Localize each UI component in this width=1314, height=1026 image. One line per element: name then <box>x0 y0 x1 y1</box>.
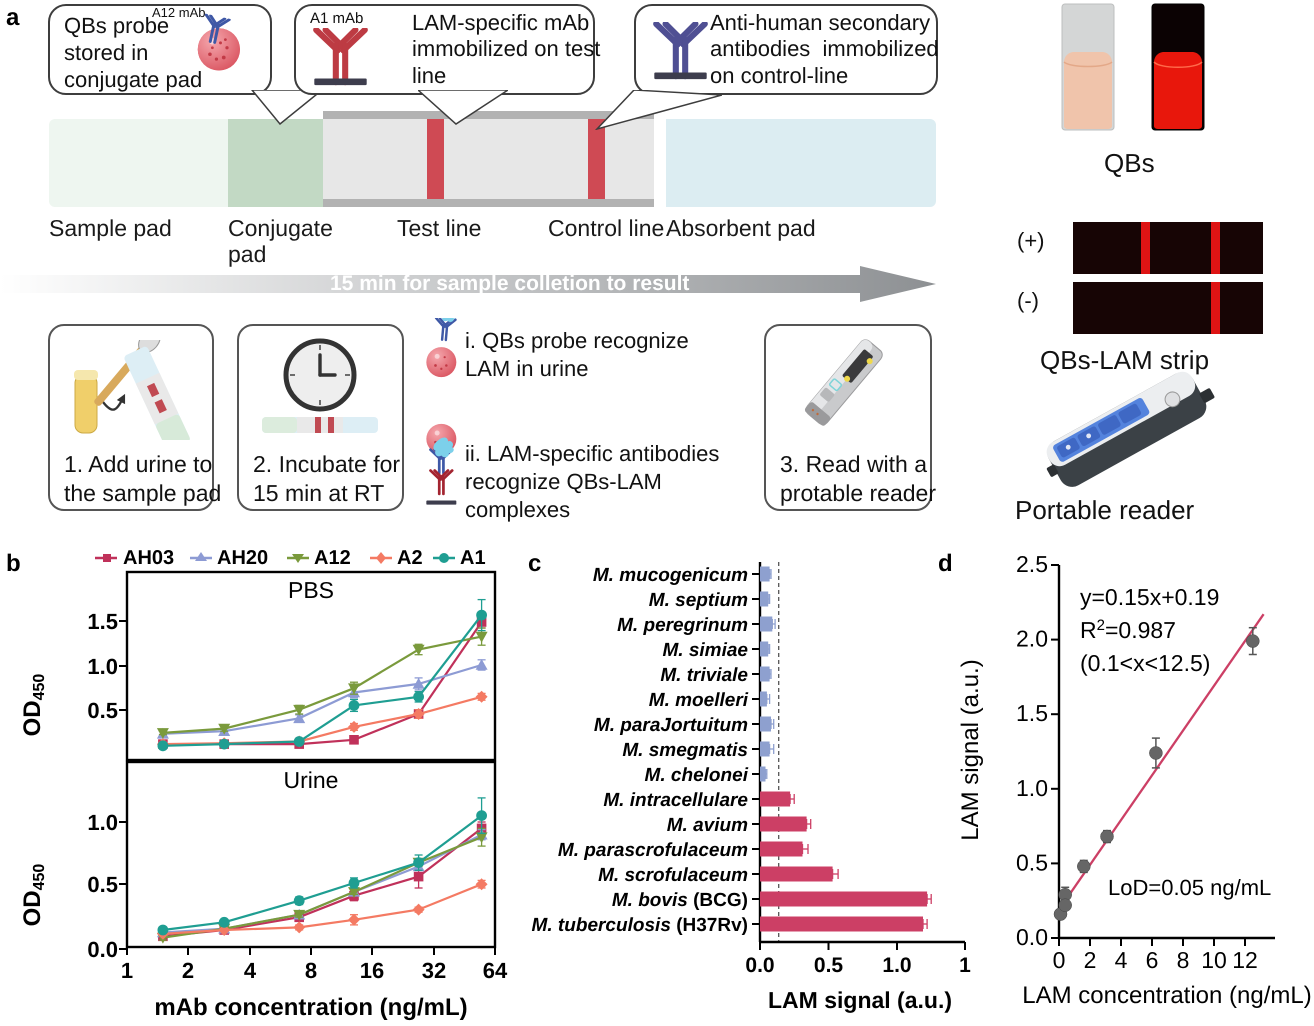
svg-text:10: 10 <box>1201 947 1227 973</box>
svg-text:PBS: PBS <box>288 577 334 603</box>
svg-text:2.0: 2.0 <box>1016 626 1048 652</box>
svg-text:M. avium: M. avium <box>667 815 748 836</box>
svg-text:M. mucogenicum: M. mucogenicum <box>593 565 748 586</box>
svg-text:32: 32 <box>422 958 446 983</box>
svg-text:LAM signal (a.u.): LAM signal (a.u.) <box>768 987 952 1013</box>
svg-text:8: 8 <box>1177 947 1190 973</box>
svg-text:0.5: 0.5 <box>87 872 118 897</box>
svg-text:1.0: 1.0 <box>87 654 118 679</box>
svg-text:M. smegmatis: M. smegmatis <box>622 740 748 761</box>
svg-text:6: 6 <box>1146 947 1159 973</box>
svg-text:0.0: 0.0 <box>1016 924 1048 950</box>
svg-text:8: 8 <box>305 958 317 983</box>
svg-text:(0.1<x<12.5): (0.1<x<12.5) <box>1080 650 1210 676</box>
svg-text:0: 0 <box>1053 947 1066 973</box>
svg-text:16: 16 <box>360 958 384 983</box>
svg-text:OD450: OD450 <box>19 864 48 927</box>
svg-text:M. paraJortuitum: M. paraJortuitum <box>594 715 748 736</box>
svg-text:12: 12 <box>1232 947 1258 973</box>
svg-text:0.0: 0.0 <box>87 937 118 962</box>
svg-text:mAb concentration (ng/mL): mAb concentration (ng/mL) <box>154 994 467 1021</box>
svg-text:0.5: 0.5 <box>87 698 118 723</box>
svg-text:2: 2 <box>1084 947 1097 973</box>
svg-text:Urine: Urine <box>284 767 339 793</box>
svg-text:LAM signal (a.u.): LAM signal (a.u.) <box>957 659 984 840</box>
svg-text:4: 4 <box>1115 947 1128 973</box>
svg-text:1.0: 1.0 <box>1016 775 1048 801</box>
svg-text:M. moelleri: M. moelleri <box>649 690 749 711</box>
svg-text:M. bovis (BCG): M. bovis (BCG) <box>612 890 748 911</box>
svg-text:1.5: 1.5 <box>87 609 118 634</box>
svg-text:M. septium: M. septium <box>649 590 748 611</box>
svg-text:1.5: 1.5 <box>1016 700 1048 726</box>
svg-text:M. chelonei: M. chelonei <box>645 765 749 786</box>
svg-text:M. parascrofulaceum: M. parascrofulaceum <box>558 840 748 861</box>
svg-text:2: 2 <box>182 958 194 983</box>
svg-text:OD450: OD450 <box>19 674 48 737</box>
svg-text:64: 64 <box>483 958 508 983</box>
svg-text:1: 1 <box>121 958 133 983</box>
svg-text:M. tuberculosis (H37Rv): M. tuberculosis (H37Rv) <box>532 915 748 936</box>
svg-text:4: 4 <box>244 958 257 983</box>
svg-text:y=0.15x+0.19: y=0.15x+0.19 <box>1080 584 1219 610</box>
svg-text:M. simiae: M. simiae <box>662 640 748 661</box>
svg-text:LoD=0.05 ng/mL: LoD=0.05 ng/mL <box>1108 875 1271 900</box>
svg-text:1.0: 1.0 <box>882 954 911 977</box>
svg-text:M. triviale: M. triviale <box>660 665 748 686</box>
svg-text:2.5: 2.5 <box>1016 551 1048 577</box>
svg-text:0.5: 0.5 <box>1016 849 1048 875</box>
svg-text:M. intracellulare: M. intracellulare <box>603 790 748 811</box>
svg-text:1.0: 1.0 <box>87 810 118 835</box>
svg-text:0.0: 0.0 <box>745 954 774 977</box>
svg-text:LAM concentration (ng/mL): LAM concentration (ng/mL) <box>1022 982 1311 1009</box>
svg-text:M. scrofulaceum: M. scrofulaceum <box>598 865 748 886</box>
svg-text:0.5: 0.5 <box>814 954 844 977</box>
svg-text:M. peregrinum: M. peregrinum <box>617 615 748 636</box>
svg-text:R2=0.987: R2=0.987 <box>1080 617 1176 644</box>
